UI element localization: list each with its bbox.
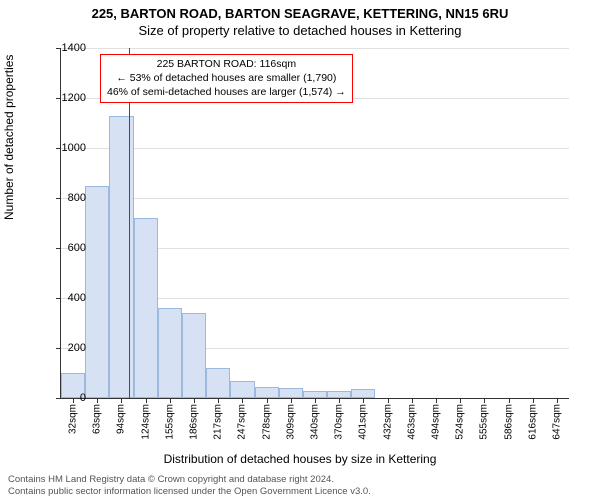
xtick-label: 616sqm <box>527 398 538 440</box>
ytick-label: 1200 <box>46 92 86 104</box>
xtick-label: 217sqm <box>213 398 224 440</box>
ytick-label: 800 <box>46 192 86 204</box>
xtick-label: 647sqm <box>551 398 562 440</box>
gridline <box>61 48 569 49</box>
histogram-bar <box>303 391 327 399</box>
histogram-bar <box>158 308 182 398</box>
histogram-bar <box>134 218 158 398</box>
xtick-label: 432sqm <box>382 398 393 440</box>
histogram-bar <box>351 389 375 398</box>
xtick-label: 309sqm <box>285 398 296 440</box>
xtick-label: 155sqm <box>164 398 175 440</box>
histogram-bar <box>85 186 109 399</box>
xtick-label: 278sqm <box>261 398 272 440</box>
chart-container: 225, BARTON ROAD, BARTON SEAGRAVE, KETTE… <box>0 0 600 500</box>
xtick-label: 94sqm <box>116 398 127 434</box>
histogram-bar <box>279 388 303 398</box>
gridline <box>61 148 569 149</box>
xtick-label: 63sqm <box>92 398 103 434</box>
xtick-label: 401sqm <box>358 398 369 440</box>
histogram-bar <box>255 387 279 398</box>
xtick-label: 555sqm <box>479 398 490 440</box>
xtick-label: 586sqm <box>503 398 514 440</box>
ytick-label: 1400 <box>46 42 86 54</box>
chart-subtitle: Size of property relative to detached ho… <box>0 21 600 38</box>
ytick-label: 1000 <box>46 142 86 154</box>
ytick-label: 200 <box>46 342 86 354</box>
footer-line1: Contains HM Land Registry data © Crown c… <box>8 474 592 486</box>
histogram-bar <box>182 313 206 398</box>
footer-attribution: Contains HM Land Registry data © Crown c… <box>8 474 592 498</box>
xtick-label: 524sqm <box>455 398 466 440</box>
ytick-label: 600 <box>46 242 86 254</box>
y-axis-label: Number of detached properties <box>2 55 16 220</box>
xtick-label: 186sqm <box>189 398 200 440</box>
xtick-label: 124sqm <box>140 398 151 440</box>
xtick-label: 494sqm <box>430 398 441 440</box>
xtick-label: 340sqm <box>310 398 321 440</box>
xtick-label: 247sqm <box>237 398 248 440</box>
xtick-label: 370sqm <box>334 398 345 440</box>
x-axis-label: Distribution of detached houses by size … <box>0 452 600 466</box>
histogram-bar <box>327 391 351 399</box>
xtick-label: 463sqm <box>406 398 417 440</box>
chart-title: 225, BARTON ROAD, BARTON SEAGRAVE, KETTE… <box>0 0 600 21</box>
ytick-label: 400 <box>46 292 86 304</box>
histogram-bar <box>206 368 230 398</box>
histogram-bar <box>230 381 254 399</box>
annotation-line1: 225 BARTON ROAD: 116sqm <box>107 57 346 71</box>
ytick-label: 0 <box>46 392 86 404</box>
footer-line2: Contains public sector information licen… <box>8 486 592 498</box>
annotation-line3: 46% of semi-detached houses are larger (… <box>107 85 346 99</box>
annotation-line2: ← 53% of detached houses are smaller (1,… <box>107 71 346 85</box>
gridline <box>61 198 569 199</box>
annotation-box: 225 BARTON ROAD: 116sqm ← 53% of detache… <box>100 54 353 103</box>
